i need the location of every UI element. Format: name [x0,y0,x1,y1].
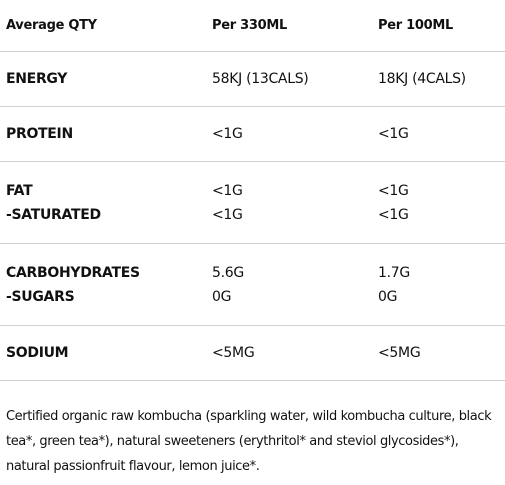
cell: <1G [378,107,503,161]
nutrient-value: <1G [378,206,409,223]
table-row: FAT -SATURATED <1G <1G <1G <1G [0,162,505,244]
cell: Average QTY [6,0,206,51]
cell: <1G <1G [212,162,372,243]
nutrient-value: 18KJ (4CALS) [378,71,466,87]
nutrient-value: 1.7G [378,264,410,281]
nutrient-value: <1G [378,182,409,199]
nutrient-value: <5MG [212,345,255,361]
table-row: PROTEIN <1G <1G [0,107,505,162]
header-text: Average QTY [6,17,97,33]
table-row: ENERGY 58KJ (13CALS) 18KJ (4CALS) [0,52,505,107]
cell: 5.6G 0G [212,244,372,325]
nutrient-value: 5.6G [212,264,244,281]
nutrient-name: CARBOHYDRATES [6,264,140,281]
cell: CARBOHYDRATES -SUGARS [6,244,206,325]
nutrient-value: <1G [212,126,243,142]
nutrient-value: 0G [212,288,232,305]
nutrient-name: SODIUM [6,345,69,361]
cell: 18KJ (4CALS) [378,52,503,106]
cell: ENERGY [6,52,206,106]
nutrient-value: <1G [212,182,243,199]
nutrient-name: -SUGARS [6,288,75,305]
ingredients: Certified organic raw kombucha (sparklin… [6,409,492,474]
table-row: SODIUM <5MG <5MG [0,326,505,381]
nutrient-value: <5MG [378,345,421,361]
nutrient-value: 0G [378,288,398,305]
nutrient-name: PROTEIN [6,126,73,142]
cell: <1G [212,107,372,161]
table-row: CARBOHYDRATES -SUGARS 5.6G 0G 1.7G 0G [0,244,505,326]
cell: <5MG [212,326,372,380]
cell: Per 330ML [212,0,372,51]
nutrient-name: ENERGY [6,71,68,87]
header-row: Average QTY Per 330ML Per 100ML [0,0,505,52]
nutrient-name: FAT [6,182,33,199]
cell: SODIUM [6,326,206,380]
header-text: Per 330ML [212,17,287,33]
cell: <1G <1G [378,162,503,243]
header-text: Per 100ML [378,17,453,33]
nutrient-value: <1G [378,126,409,142]
cell: FAT -SATURATED [6,162,206,243]
nutrient-name: -SATURATED [6,206,101,223]
cell: Per 100ML [378,0,503,51]
cell: <5MG [378,326,503,380]
cell: 58KJ (13CALS) [212,52,372,106]
nutrient-value: 58KJ (13CALS) [212,71,309,87]
cell: PROTEIN [6,107,206,161]
cell: 1.7G 0G [378,244,503,325]
nutrient-value: <1G [212,206,243,223]
